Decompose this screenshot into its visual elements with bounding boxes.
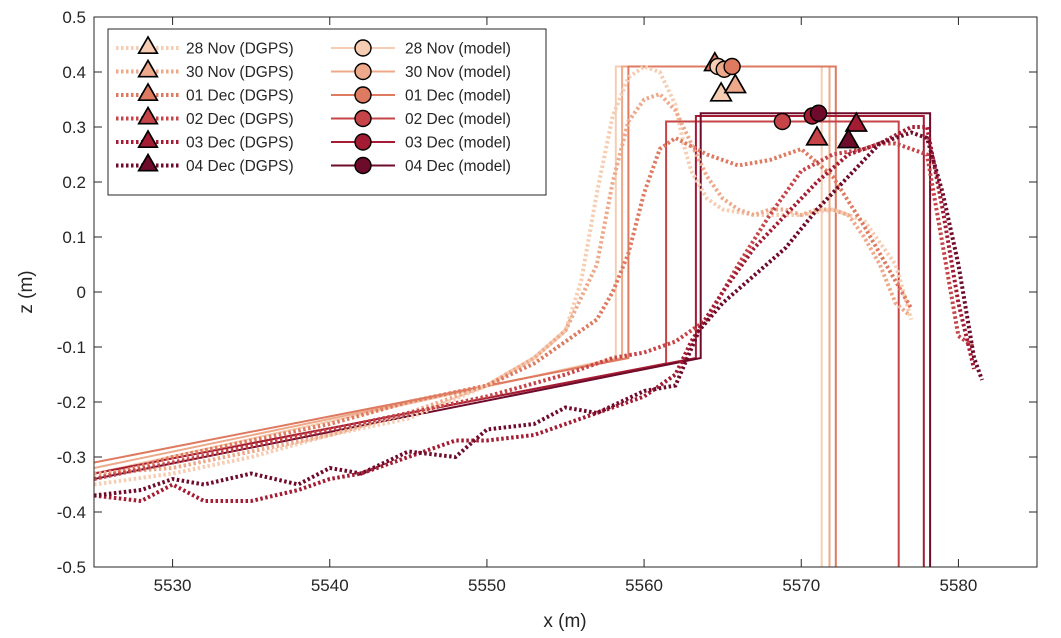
x-tick-label: 5580 xyxy=(940,576,978,595)
legend-box xyxy=(107,28,547,196)
model-line xyxy=(94,115,925,567)
dgps-line xyxy=(94,91,910,476)
y-tick-label: -0.3 xyxy=(57,448,86,467)
legend-dgps-marker xyxy=(137,129,159,149)
x-tick-label: 5540 xyxy=(311,576,349,595)
legend-dgps-marker xyxy=(137,35,159,55)
x-tick-label: 5560 xyxy=(625,576,663,595)
model-marker xyxy=(723,57,741,76)
axis-layer: 5530 5540 5550 5560 5570 5580 -0.5 -0.4 -0.3 -0.2… xyxy=(57,8,1037,595)
legend-label: 03 Dec (model) xyxy=(405,135,511,152)
marker-layer xyxy=(703,51,868,149)
legend-label: 04 Dec (model) xyxy=(405,158,511,175)
legend-model-marker xyxy=(354,86,372,104)
legend-label: 28 Nov (DGPS) xyxy=(186,41,294,58)
model-line xyxy=(94,112,932,567)
model-marker xyxy=(809,104,828,122)
legend-label: 30 Nov (model) xyxy=(405,64,511,81)
legend-dgps-marker xyxy=(137,82,159,102)
y-tick-label: -0.2 xyxy=(57,393,86,412)
legend-label: 02 Dec (model) xyxy=(405,111,511,128)
dgps-marker xyxy=(805,125,829,146)
model-marker xyxy=(773,112,792,131)
legend-dgps-marker xyxy=(137,152,159,172)
y-tick-label: -0.5 xyxy=(57,558,86,577)
x-axis-label: x (m) xyxy=(543,611,586,632)
legend: 28 Nov (DGPS) 30 Nov (DGPS) 01 Dec (DGPS) 0… xyxy=(107,28,547,196)
dgps-marker xyxy=(844,111,868,132)
y-tick-label: 0.2 xyxy=(62,173,86,192)
legend-label: 01 Dec (model) xyxy=(405,88,511,105)
y-tick-label: 0.1 xyxy=(62,228,86,247)
y-tick-label: -0.1 xyxy=(57,338,86,357)
legend-label: 04 Dec (DGPS) xyxy=(186,158,294,175)
legend-model-marker xyxy=(354,156,372,175)
legend-dgps-marker xyxy=(137,105,159,125)
y-tick-label: 0.5 xyxy=(62,8,86,27)
x-tick-label: 5530 xyxy=(154,576,192,595)
dgps-line xyxy=(94,135,914,481)
dgps-line xyxy=(94,64,914,487)
x-tick-label: 5570 xyxy=(782,576,820,595)
plot-area xyxy=(94,64,984,567)
y-tick-label: 0.3 xyxy=(62,118,86,137)
legend-model-marker xyxy=(354,133,372,151)
legend-label: 30 Nov (DGPS) xyxy=(186,64,294,81)
legend-label: 28 Nov (model) xyxy=(405,41,511,58)
legend-model-marker xyxy=(354,62,372,81)
dgps-marker xyxy=(836,128,861,149)
x-tick-label: 5550 xyxy=(468,576,506,595)
y-axis-label: z (m) xyxy=(16,270,37,313)
dgps-marker xyxy=(723,73,747,94)
legend-label: 02 Dec (DGPS) xyxy=(186,111,294,128)
dgps-line xyxy=(94,125,977,504)
legend-dgps-marker xyxy=(137,58,159,78)
legend-label: 01 Dec (DGPS) xyxy=(186,88,294,105)
dgps-line xyxy=(94,130,984,498)
legend-label: 03 Dec (DGPS) xyxy=(186,135,294,152)
legend-model-marker xyxy=(354,109,372,128)
y-tick-label: 0 xyxy=(77,283,86,302)
y-tick-label: -0.4 xyxy=(57,503,86,522)
legend-model-marker xyxy=(354,39,372,57)
y-tick-label: 0.4 xyxy=(62,63,86,82)
